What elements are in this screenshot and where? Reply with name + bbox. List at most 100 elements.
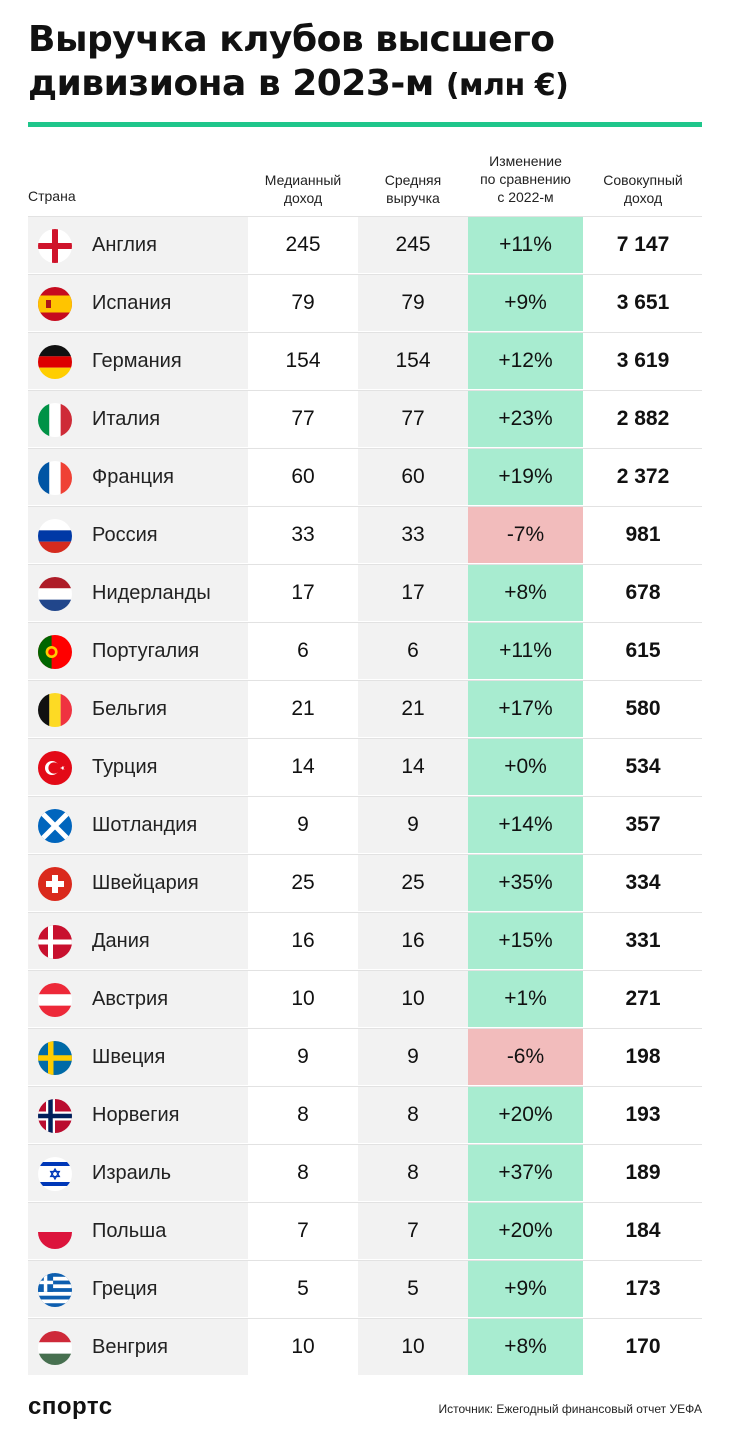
title-line-1: Выручка клубов высшего — [28, 19, 555, 60]
change-vs-2022: +9% — [468, 275, 583, 331]
header-change-line3: с 2022-м — [497, 189, 554, 205]
median-revenue: 14 — [291, 755, 315, 778]
median-revenue: 7 — [297, 1219, 309, 1242]
table-row: Германия 154 154 +12% 3 619 — [28, 332, 702, 390]
source-note: Источник: Ежегодный финансовый отчет УЕФ… — [438, 1402, 702, 1416]
median-revenue: 25 — [291, 871, 315, 894]
table-row: Израиль 8 8 +37% 189 — [28, 1144, 702, 1202]
table-row: Греция 5 5 +9% 173 — [28, 1260, 702, 1318]
turkey-flag-icon — [38, 751, 72, 785]
median-revenue: 79 — [291, 291, 315, 314]
header-average-line1: Средняя — [384, 172, 442, 188]
total-revenue: 271 — [625, 987, 661, 1010]
country-name: Шотландия — [92, 814, 198, 836]
header-total: Совокупный доход — [585, 171, 701, 207]
spain-flag-icon — [38, 287, 72, 321]
country-name: Польша — [92, 1220, 167, 1242]
header-change-line1: Изменение — [489, 153, 562, 169]
change-vs-2022: +14% — [468, 797, 583, 853]
netherlands-flag-icon — [38, 577, 72, 611]
average-revenue: 245 — [358, 217, 468, 273]
median-revenue: 8 — [297, 1161, 309, 1184]
change-vs-2022: +35% — [468, 855, 583, 911]
country-name: Нидерланды — [92, 582, 211, 604]
table-row: Шотландия 9 9 +14% 357 — [28, 796, 702, 854]
table-row: Англия 245 245 +11% 7 147 — [28, 216, 702, 274]
average-revenue: 10 — [358, 971, 468, 1027]
median-revenue: 33 — [291, 523, 315, 546]
average-revenue: 154 — [358, 333, 468, 389]
change-vs-2022: +37% — [468, 1145, 583, 1201]
title-unit: (млн €) — [445, 68, 569, 103]
header-change: Изменение по сравнению с 2022-м — [468, 152, 583, 206]
average-revenue: 9 — [358, 797, 468, 853]
title-line-2-text: дивизиона в 2023-м — [28, 63, 434, 104]
revenue-table: Англия 245 245 +11% 7 147 Испания 79 79 +9% 3 651… — [28, 216, 702, 1376]
table-row: Дания 16 16 +15% 331 — [28, 912, 702, 970]
country-name: Россия — [92, 524, 158, 546]
average-revenue: 7 — [358, 1203, 468, 1259]
sweden-flag-icon — [38, 1041, 72, 1075]
russia-flag-icon — [38, 519, 72, 553]
country-name: Австрия — [92, 988, 169, 1010]
table-row: Норвегия 8 8 +20% 193 — [28, 1086, 702, 1144]
average-revenue: 16 — [358, 913, 468, 969]
belgium-flag-icon — [38, 693, 72, 727]
total-revenue: 170 — [625, 1335, 661, 1358]
total-revenue: 3 651 — [616, 291, 670, 314]
average-revenue: 8 — [358, 1087, 468, 1143]
median-revenue: 60 — [291, 465, 315, 488]
change-vs-2022: +12% — [468, 333, 583, 389]
median-revenue: 10 — [291, 987, 315, 1010]
country-name: Бельгия — [92, 698, 167, 720]
median-revenue: 77 — [291, 407, 315, 430]
total-revenue: 615 — [625, 639, 661, 662]
table-row: Швейцария 25 25 +35% 334 — [28, 854, 702, 912]
average-revenue: 17 — [358, 565, 468, 621]
total-revenue: 334 — [625, 871, 661, 894]
average-revenue: 60 — [358, 449, 468, 505]
table-row: Франция 60 60 +19% 2 372 — [28, 448, 702, 506]
total-revenue: 189 — [625, 1161, 661, 1184]
median-revenue: 16 — [291, 929, 315, 952]
total-revenue: 981 — [625, 523, 661, 546]
table-row: Польша 7 7 +20% 184 — [28, 1202, 702, 1260]
country-name: Франция — [92, 466, 174, 488]
median-revenue: 8 — [297, 1103, 309, 1126]
table-row: Италия 77 77 +23% 2 882 — [28, 390, 702, 448]
median-revenue: 245 — [285, 233, 321, 256]
total-revenue: 193 — [625, 1103, 661, 1126]
country-name: Венгрия — [92, 1336, 168, 1358]
total-revenue: 357 — [625, 813, 661, 836]
header-total-line2: доход — [623, 190, 663, 206]
change-vs-2022: +0% — [468, 739, 583, 795]
average-revenue: 9 — [358, 1029, 468, 1085]
italy-flag-icon — [38, 403, 72, 437]
austria-flag-icon — [38, 983, 72, 1017]
table-row: Нидерланды 17 17 +8% 678 — [28, 564, 702, 622]
header-average: Средняя выручка — [358, 171, 468, 207]
average-revenue: 8 — [358, 1145, 468, 1201]
median-revenue: 9 — [297, 1045, 309, 1068]
average-revenue: 14 — [358, 739, 468, 795]
country-name: Италия — [92, 408, 161, 430]
median-revenue: 10 — [291, 1335, 315, 1358]
total-revenue: 2 882 — [616, 407, 670, 430]
total-revenue: 2 372 — [616, 465, 670, 488]
median-revenue: 17 — [291, 581, 315, 604]
country-name: Норвегия — [92, 1104, 180, 1126]
norway-flag-icon — [38, 1099, 72, 1133]
table-row: Бельгия 21 21 +17% 580 — [28, 680, 702, 738]
country-name: Швеция — [92, 1046, 166, 1068]
table-row: Турция 14 14 +0% 534 — [28, 738, 702, 796]
total-revenue: 534 — [625, 755, 661, 778]
country-name: Испания — [92, 292, 172, 314]
country-name: Германия — [92, 350, 182, 372]
total-revenue: 184 — [625, 1219, 661, 1242]
country-name: Израиль — [92, 1162, 172, 1184]
change-vs-2022: +8% — [468, 1319, 583, 1375]
hungary-flag-icon — [38, 1331, 72, 1365]
change-vs-2022: +19% — [468, 449, 583, 505]
country-name: Португалия — [92, 640, 200, 662]
portugal-flag-icon — [38, 635, 72, 669]
